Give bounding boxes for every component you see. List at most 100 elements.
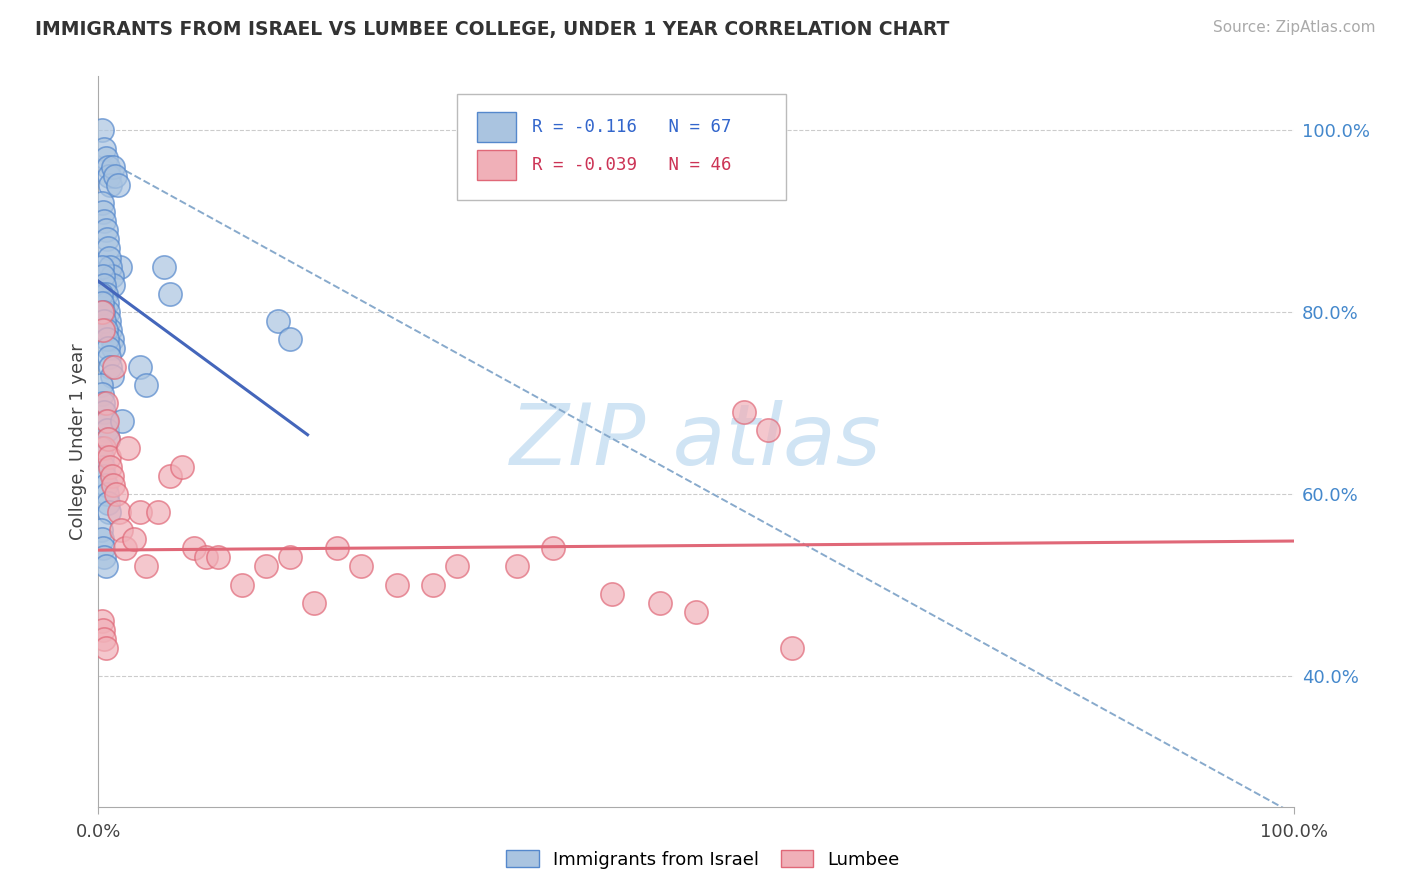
Point bbox=[733, 405, 755, 419]
Point bbox=[101, 342, 124, 356]
Point bbox=[326, 541, 349, 556]
FancyBboxPatch shape bbox=[457, 95, 786, 200]
Point bbox=[91, 623, 114, 637]
Text: R = -0.116   N = 67: R = -0.116 N = 67 bbox=[533, 118, 731, 136]
Point bbox=[98, 178, 122, 192]
Point bbox=[129, 359, 152, 374]
Point bbox=[91, 614, 114, 628]
Point bbox=[183, 541, 205, 556]
Point bbox=[129, 505, 152, 519]
Point bbox=[101, 277, 124, 292]
Point bbox=[94, 223, 117, 237]
Point bbox=[231, 577, 253, 591]
Point bbox=[97, 342, 120, 356]
Point bbox=[97, 496, 120, 510]
Point bbox=[648, 596, 672, 610]
Point bbox=[96, 487, 118, 501]
Point bbox=[90, 523, 112, 537]
Point bbox=[97, 432, 120, 446]
Text: IMMIGRANTS FROM ISRAEL VS LUMBEE COLLEGE, UNDER 1 YEAR CORRELATION CHART: IMMIGRANTS FROM ISRAEL VS LUMBEE COLLEGE… bbox=[35, 20, 949, 38]
Point bbox=[94, 414, 117, 428]
Point bbox=[94, 477, 117, 491]
Point bbox=[91, 196, 114, 211]
Point bbox=[91, 387, 114, 401]
Point bbox=[93, 141, 115, 155]
Point bbox=[90, 286, 112, 301]
Point bbox=[93, 442, 115, 456]
Point bbox=[91, 459, 114, 474]
Point bbox=[91, 205, 114, 219]
Point bbox=[100, 268, 122, 283]
Point bbox=[506, 559, 529, 574]
Point bbox=[159, 286, 181, 301]
Point bbox=[98, 169, 121, 183]
Point bbox=[172, 459, 194, 474]
Point bbox=[104, 169, 127, 183]
Point bbox=[97, 160, 120, 174]
Point bbox=[98, 459, 122, 474]
Point bbox=[254, 559, 277, 574]
Point bbox=[98, 323, 122, 337]
Point bbox=[541, 541, 564, 556]
Point bbox=[96, 332, 118, 346]
Point bbox=[98, 351, 121, 365]
Point bbox=[105, 487, 128, 501]
Point bbox=[94, 559, 117, 574]
Point bbox=[117, 442, 139, 456]
Point bbox=[93, 632, 115, 647]
Point bbox=[91, 296, 114, 310]
Point bbox=[135, 559, 157, 574]
Point bbox=[94, 151, 117, 165]
Point bbox=[110, 523, 132, 537]
Point bbox=[91, 305, 114, 319]
Point bbox=[91, 533, 114, 547]
Point bbox=[96, 423, 118, 437]
Point bbox=[91, 323, 114, 337]
Point bbox=[135, 377, 157, 392]
Point bbox=[159, 468, 181, 483]
FancyBboxPatch shape bbox=[477, 112, 516, 142]
Point bbox=[111, 414, 134, 428]
Point bbox=[602, 587, 624, 601]
Point bbox=[96, 296, 118, 310]
Y-axis label: College, Under 1 year: College, Under 1 year bbox=[69, 343, 87, 540]
Text: Source: ZipAtlas.com: Source: ZipAtlas.com bbox=[1212, 20, 1375, 35]
Point bbox=[96, 232, 118, 246]
Point bbox=[94, 286, 117, 301]
Point bbox=[91, 450, 114, 465]
Point bbox=[422, 577, 444, 591]
Point bbox=[98, 260, 122, 274]
Point bbox=[267, 314, 290, 328]
Point bbox=[685, 605, 707, 619]
Point bbox=[107, 178, 129, 192]
Point bbox=[94, 396, 117, 410]
Point bbox=[195, 550, 218, 565]
Point bbox=[124, 533, 146, 547]
Point bbox=[98, 314, 121, 328]
Point bbox=[93, 405, 115, 419]
Point bbox=[100, 468, 122, 483]
Point bbox=[100, 368, 122, 383]
Point bbox=[91, 305, 114, 319]
Point bbox=[97, 242, 120, 256]
Point bbox=[93, 550, 115, 565]
Point bbox=[101, 160, 124, 174]
Point bbox=[93, 314, 115, 328]
Point bbox=[148, 505, 170, 519]
Point bbox=[207, 550, 229, 565]
Point bbox=[101, 477, 124, 491]
FancyBboxPatch shape bbox=[477, 151, 516, 179]
Point bbox=[90, 377, 112, 392]
Point bbox=[153, 260, 176, 274]
Point bbox=[446, 559, 468, 574]
Point bbox=[91, 260, 114, 274]
Point bbox=[97, 432, 120, 446]
Point bbox=[114, 541, 136, 556]
Point bbox=[108, 260, 131, 274]
Point bbox=[91, 268, 114, 283]
Point bbox=[96, 414, 118, 428]
Point bbox=[98, 359, 122, 374]
Point bbox=[94, 641, 117, 656]
Text: R = -0.039   N = 46: R = -0.039 N = 46 bbox=[533, 156, 731, 174]
Point bbox=[98, 505, 121, 519]
